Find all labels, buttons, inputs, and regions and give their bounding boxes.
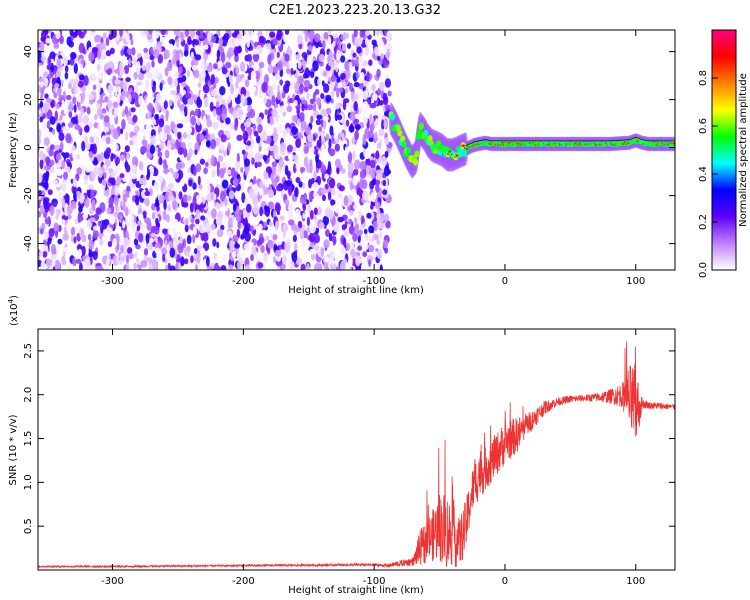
snr-x-axis-label: Height of straight line (km): [288, 585, 424, 596]
colorbar-tick-label: 0.2: [698, 214, 709, 230]
snr-y-tick-label: 2.5: [23, 343, 34, 359]
snr-x-tick-label: 100: [626, 576, 645, 587]
colorbar-tick-label: 0.4: [698, 166, 709, 182]
spectrogram-y-ticks: -40 -20 0 20 40: [23, 45, 675, 252]
colorbar-tick-label: 0.0: [698, 262, 709, 278]
spectrogram-noise-region: [38, 30, 393, 270]
snr-scale-label: (x104): [7, 295, 20, 326]
spectrogram-x-tick-label: -300: [101, 276, 124, 287]
spectrogram-x-tick-label: 100: [626, 276, 645, 287]
snr-plot-area: [38, 329, 675, 570]
spectrogram-y-axis-label: Frequency (Hz): [8, 112, 19, 188]
snr-y-tick-label: 0.5: [23, 518, 34, 534]
snr-x-tick-label: -300: [101, 576, 124, 587]
colorbar-tick-label: 0.6: [698, 118, 709, 134]
spectrogram-signal-track: [388, 102, 675, 179]
colorbar: 0.0 0.2 0.4 0.6 0.8 Normalized spectral ampl…: [698, 29, 749, 278]
spectrogram-y-tick-label: 40: [23, 45, 34, 58]
spectrogram-y-tick-label: 20: [23, 93, 34, 106]
spectrogram-y-tick-label: 0: [23, 144, 34, 150]
snr-y-axis-label: SNR (10 * v/v): [8, 414, 19, 485]
spectrogram-frame: [37, 29, 676, 271]
snr-y-tick-label: 1.0: [23, 474, 34, 490]
snr-series-line: [38, 341, 675, 569]
snr-y-tick-label: 2.0: [23, 387, 34, 403]
spectrogram-y-tick-label: -40: [23, 235, 34, 251]
snr-frame: [37, 328, 676, 571]
colorbar-tick-label: 0.8: [698, 70, 709, 86]
spectrogram-x-tick-label: 0: [502, 276, 508, 287]
spectrogram-y-tick-label: -20: [23, 187, 34, 203]
colorbar-ticks: 0.0 0.2 0.4 0.6 0.8: [698, 70, 718, 278]
snr-x-tick-label: -200: [232, 576, 255, 587]
spectrogram-x-axis-label: Height of straight line (km): [288, 285, 424, 296]
snr-x-ticks: -300 -200 -100 0 100: [101, 329, 645, 587]
snr-x-tick-label: 0: [502, 576, 508, 587]
snr-x-tick-label: -100: [363, 576, 386, 587]
snr-y-ticks: 0.5 1.0 1.5 2.0 2.5: [23, 343, 675, 534]
spectrogram-x-tick-label: -100: [363, 276, 386, 287]
colorbar-gradient: [711, 29, 737, 271]
spectrogram-x-tick-label: -200: [232, 276, 255, 287]
colorbar-label: Normalized spectral amplitude: [738, 73, 749, 227]
spectrogram-x-ticks: -300 -200 -100 0 100: [101, 30, 645, 287]
figure-title: C2E1.2023.223.20.13.G32: [269, 3, 441, 18]
snr-y-tick-label: 1.5: [23, 431, 34, 447]
snr-panel: -300 -200 -100 0 100 0.5 1.0 1.5 2.0 2.5 Height …: [7, 295, 676, 596]
